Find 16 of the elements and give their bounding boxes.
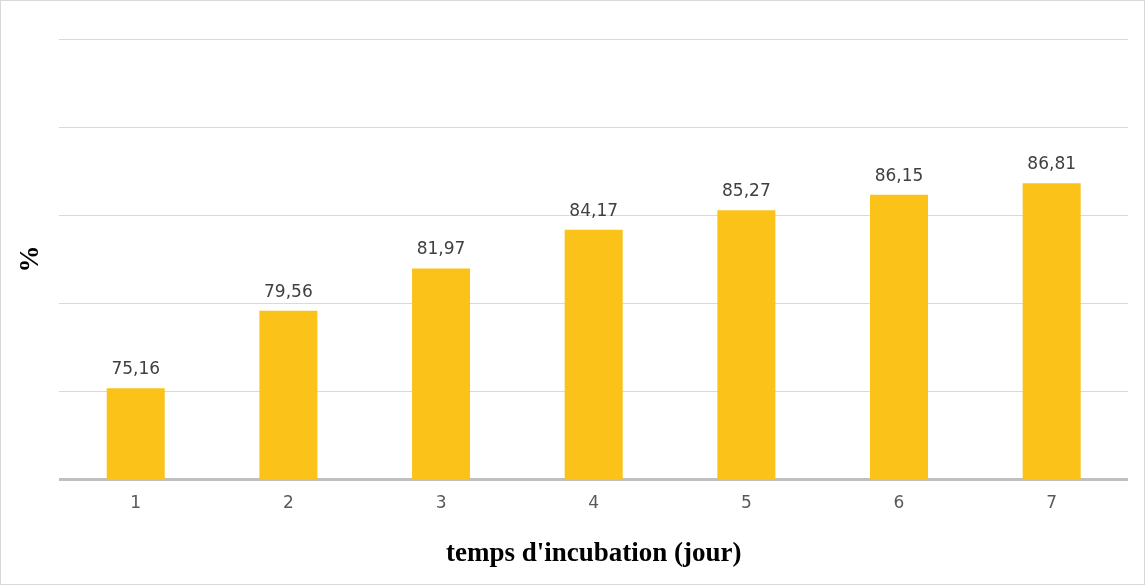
- data-label: 85,27: [722, 180, 771, 201]
- data-label: 75,16: [111, 358, 161, 379]
- x-tick-label: 7: [1046, 491, 1058, 512]
- data-label: 79,56: [264, 280, 313, 301]
- x-tick-label: 5: [740, 491, 752, 512]
- x-tick-label: 2: [282, 491, 294, 512]
- x-tick-label: 1: [130, 491, 142, 512]
- x-tick-label: 3: [435, 491, 447, 512]
- data-label: 84,17: [569, 199, 619, 220]
- y-axis-title: %: [14, 245, 45, 273]
- x-axis-title: temps d'incubation (jour): [445, 536, 742, 567]
- x-tick-label: 4: [588, 491, 600, 512]
- data-label: 86,81: [1027, 153, 1077, 174]
- data-label: 86,15: [874, 164, 924, 185]
- x-tick-label: 6: [893, 491, 905, 512]
- data-label: 81,97: [416, 238, 466, 259]
